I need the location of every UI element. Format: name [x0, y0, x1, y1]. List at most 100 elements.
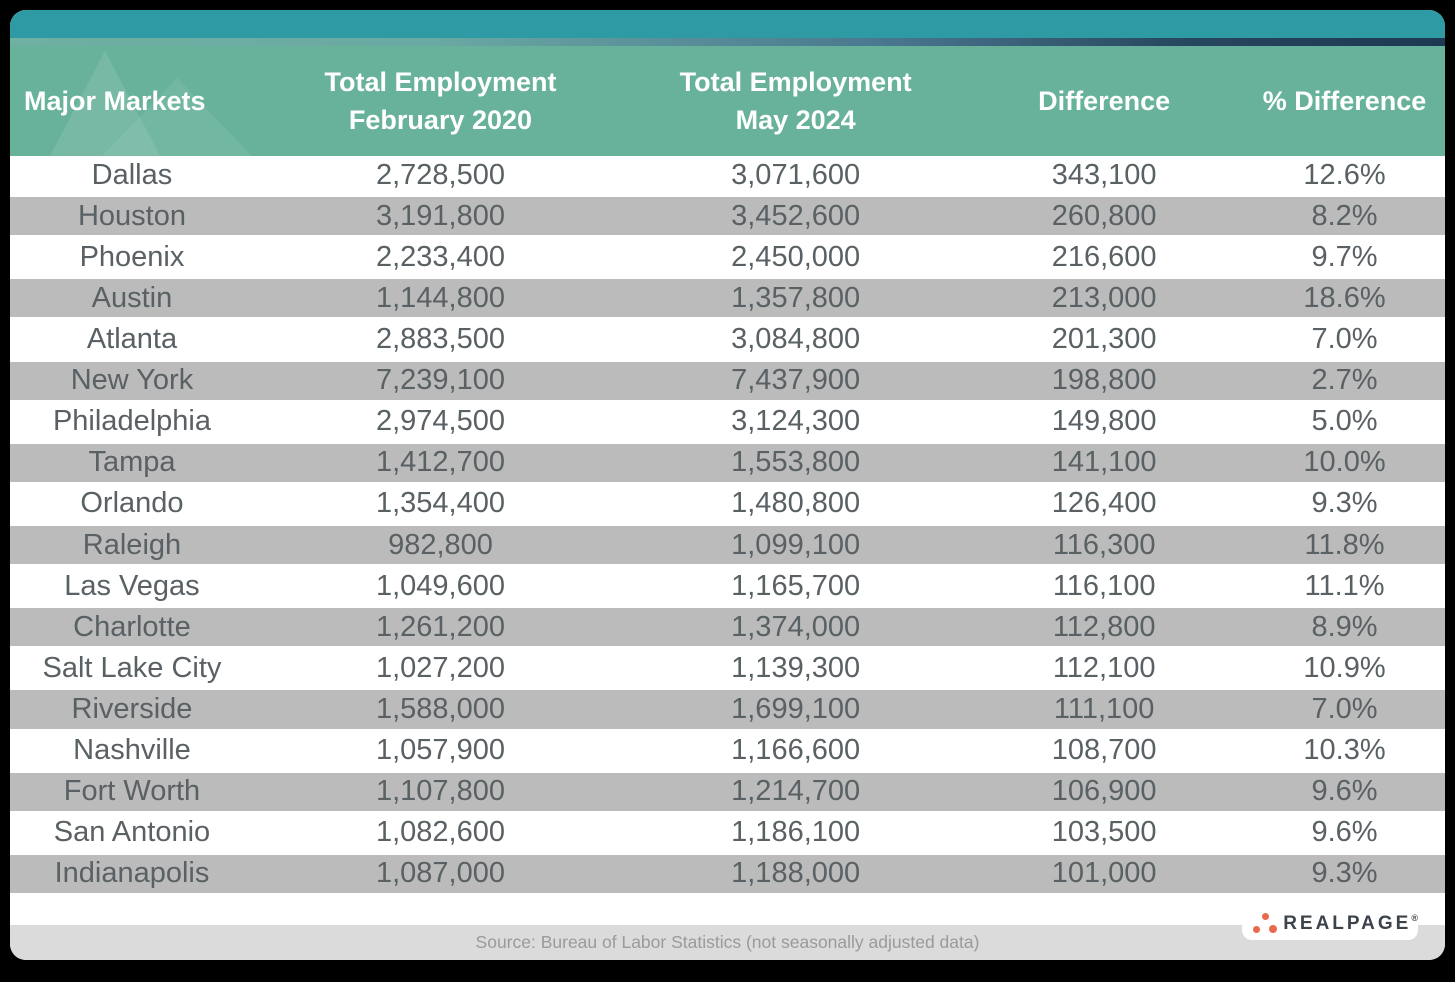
pct-difference-cell: 9.3%	[1311, 857, 1378, 890]
difference-cell: 116,100	[1052, 569, 1156, 602]
pct-difference-cell: 9.7%	[1311, 240, 1378, 273]
market-cell: Indianapolis	[54, 857, 210, 890]
market-cell: Riverside	[71, 692, 193, 725]
market-cell: Raleigh	[82, 528, 182, 561]
feb-2020-cell: 1,107,800	[375, 775, 505, 808]
header-employment-feb-2020: Total Employment February 2020	[254, 63, 627, 139]
feb-2020-cell: 1,144,800	[375, 281, 505, 314]
difference-cell: 116,300	[1052, 528, 1156, 561]
difference-cell: 149,800	[1051, 405, 1157, 438]
market-cell: Tampa	[88, 446, 176, 479]
table-row: Fort Worth 1,107,800 1,214,700 106,900 9…	[10, 772, 1445, 814]
may-2024-cell: 1,699,100	[731, 692, 861, 725]
feb-2020-cell: 2,233,400	[375, 240, 505, 273]
header-line: May 2024	[735, 105, 856, 135]
table-row: Charlotte 1,261,200 1,374,000 112,800 8.…	[10, 608, 1445, 650]
difference-cell: 103,500	[1051, 816, 1157, 849]
header-line: Total Employment	[324, 67, 557, 97]
pct-difference-cell: 8.9%	[1311, 610, 1378, 643]
market-cell: Charlotte	[73, 610, 191, 643]
market-cell: Dallas	[91, 158, 173, 191]
may-2024-cell: 2,450,000	[731, 240, 861, 273]
pct-difference-cell: 10.9%	[1303, 651, 1386, 684]
table-row: Atlanta 2,883,500 3,084,800 201,300 7.0%	[10, 320, 1445, 362]
table-row: Phoenix 2,233,400 2,450,000 216,600 9.7%	[10, 238, 1445, 280]
table-row: San Antonio 1,082,600 1,186,100 103,500 …	[10, 813, 1445, 855]
table-row: Raleigh 982,800 1,099,100 116,300 11.8%	[10, 525, 1445, 568]
difference-cell: 106,900	[1051, 775, 1157, 808]
difference-cell: 112,100	[1052, 651, 1156, 684]
feb-2020-cell: 1,057,900	[375, 734, 505, 767]
pct-difference-cell: 9.6%	[1311, 775, 1378, 808]
may-2024-cell: 7,437,900	[731, 364, 861, 397]
table-row: Austin 1,144,800 1,357,800 213,000 18.6%	[10, 279, 1445, 321]
feb-2020-cell: 7,239,100	[375, 364, 505, 397]
market-cell: Las Vegas	[64, 569, 200, 602]
may-2024-cell: 1,188,000	[731, 857, 861, 890]
difference-cell: 343,100	[1051, 158, 1157, 191]
header-employment-may-2024: Total Employment May 2024	[627, 63, 964, 139]
may-2024-cell: 3,124,300	[731, 405, 861, 438]
realpage-dots-icon	[1253, 912, 1277, 935]
pct-difference-cell: 11.1%	[1304, 569, 1385, 602]
feb-2020-cell: 1,588,000	[375, 692, 505, 725]
may-2024-cell: 1,166,600	[731, 734, 861, 767]
header-difference: Difference	[1038, 86, 1171, 116]
difference-cell: 141,100	[1051, 446, 1157, 479]
difference-cell: 216,600	[1051, 240, 1157, 273]
market-cell: Atlanta	[86, 322, 178, 355]
market-cell: Austin	[91, 281, 173, 314]
table-body: Dallas 2,728,500 3,071,600 343,100 12.6%…	[10, 156, 1445, 896]
table-card: Major Markets Total Employment February …	[10, 10, 1445, 960]
footer-bar: Source: Bureau of Labor Statistics (not …	[10, 925, 1445, 960]
table-row: Indianapolis 1,087,000 1,188,000 101,000…	[10, 854, 1445, 896]
difference-cell: 201,300	[1051, 322, 1157, 355]
market-cell: San Antonio	[53, 816, 211, 849]
difference-cell: 126,400	[1051, 487, 1157, 520]
market-cell: Nashville	[73, 734, 191, 767]
difference-cell: 111,100	[1053, 692, 1155, 725]
difference-cell: 213,000	[1051, 281, 1157, 314]
market-cell: Fort Worth	[63, 775, 201, 808]
pct-difference-cell: 8.2%	[1311, 199, 1378, 232]
market-cell: Phoenix	[79, 240, 185, 273]
feb-2020-cell: 1,027,200	[375, 651, 505, 684]
difference-cell: 260,800	[1051, 199, 1157, 232]
may-2024-cell: 1,374,000	[731, 610, 861, 643]
may-2024-cell: 1,480,800	[731, 487, 861, 520]
table-header: Major Markets Total Employment February …	[10, 46, 1445, 156]
difference-cell: 108,700	[1051, 734, 1157, 767]
feb-2020-cell: 2,883,500	[375, 322, 505, 355]
trademark-symbol: ®	[1411, 912, 1418, 923]
may-2024-cell: 1,165,700	[731, 569, 861, 602]
pct-difference-cell: 2.7%	[1311, 364, 1378, 397]
pct-difference-cell: 7.0%	[1311, 322, 1378, 355]
pct-difference-cell: 9.6%	[1311, 816, 1378, 849]
source-note: Source: Bureau of Labor Statistics (not …	[475, 932, 980, 952]
pct-difference-cell: 12.6%	[1303, 158, 1386, 191]
pct-difference-cell: 11.8%	[1304, 528, 1385, 561]
difference-cell: 112,800	[1052, 610, 1156, 643]
may-2024-cell: 3,071,600	[731, 158, 861, 191]
market-cell: Philadelphia	[52, 405, 211, 438]
header-line: February 2020	[348, 105, 533, 135]
pct-difference-cell: 7.0%	[1311, 692, 1378, 725]
may-2024-cell: 1,553,800	[731, 446, 861, 479]
pct-difference-cell: 10.3%	[1303, 734, 1386, 767]
may-2024-cell: 1,357,800	[731, 281, 861, 314]
feb-2020-cell: 982,800	[388, 528, 493, 561]
feb-2020-cell: 1,261,200	[375, 610, 505, 643]
gradient-accent-strip	[10, 38, 1445, 46]
realpage-logo: REALPAGE®	[1242, 907, 1418, 940]
may-2024-cell: 1,214,700	[731, 775, 861, 808]
table-row: Nashville 1,057,900 1,166,600 108,700 10…	[10, 731, 1445, 773]
market-cell: New York	[70, 364, 194, 397]
may-2024-cell: 3,452,600	[731, 199, 861, 232]
table-row: Las Vegas 1,049,600 1,165,700 116,100 11…	[10, 567, 1445, 609]
header-major-markets: Major Markets	[24, 86, 206, 116]
table-row: Salt Lake City 1,027,200 1,139,300 112,1…	[10, 649, 1445, 691]
table-row: Riverside 1,588,000 1,699,100 111,100 7.…	[10, 690, 1445, 732]
market-cell: Houston	[77, 199, 186, 232]
pct-difference-cell: 5.0%	[1311, 405, 1378, 438]
table-row: Dallas 2,728,500 3,071,600 343,100 12.6%	[10, 156, 1445, 198]
